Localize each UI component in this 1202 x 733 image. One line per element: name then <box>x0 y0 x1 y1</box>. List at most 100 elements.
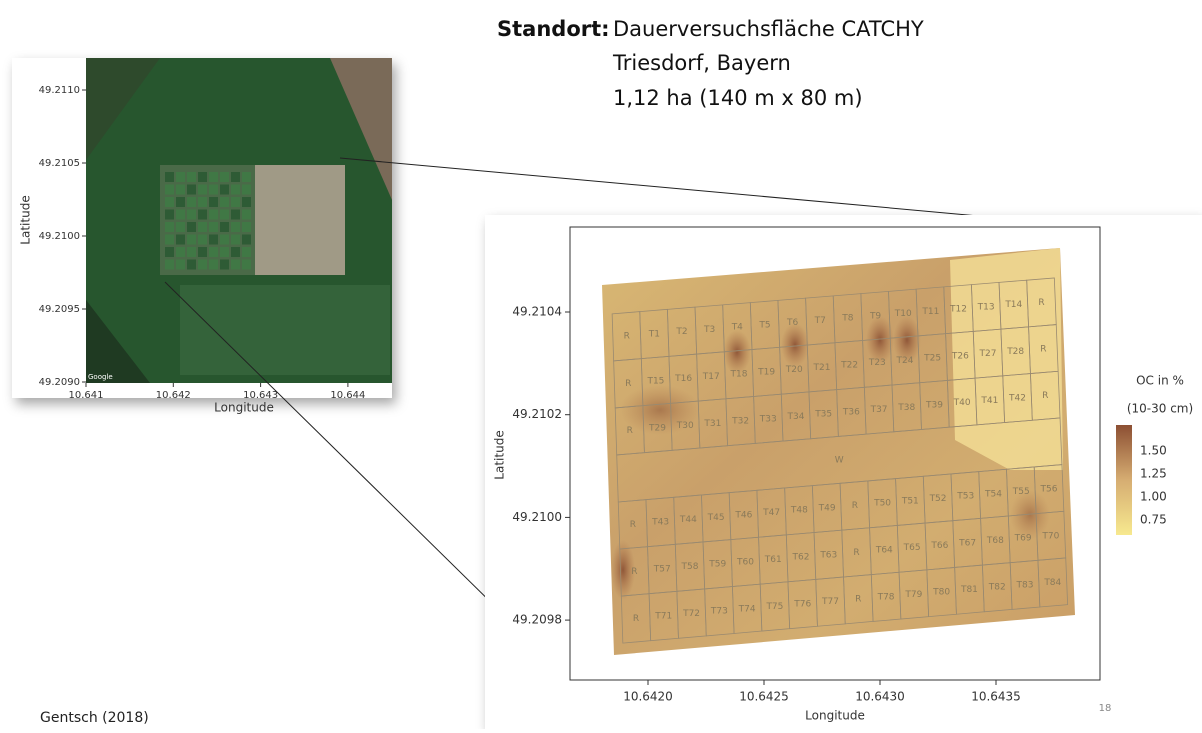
color-bar <box>1116 425 1132 535</box>
sat-plot <box>209 210 218 220</box>
source: Gentsch (2018) <box>40 710 149 726</box>
sat-plot <box>242 235 251 245</box>
sat-plot <box>187 210 196 220</box>
plot-label: T73 <box>710 607 728 617</box>
sat-plot <box>242 172 251 182</box>
plot-label: T52 <box>929 494 947 504</box>
sat-plot <box>165 197 174 207</box>
sat-plot <box>231 197 240 207</box>
plot-label: T64 <box>875 546 893 556</box>
plot-label: T7 <box>814 316 826 326</box>
plot-label: T49 <box>818 503 836 513</box>
sat-plot <box>165 260 174 270</box>
plot-label: T4 <box>731 323 743 333</box>
sat-plot <box>165 172 174 182</box>
plot-label: T14 <box>1004 300 1022 310</box>
sat-plot <box>165 185 174 195</box>
plot-label: T26 <box>951 351 969 361</box>
plot-label: T55 <box>1012 487 1030 497</box>
sat-plot <box>231 172 240 182</box>
map-credit: Google <box>88 373 113 381</box>
sat-plot <box>220 172 229 182</box>
plot-label: R <box>633 614 639 624</box>
plot-label: T46 <box>734 510 752 520</box>
plot-label: T59 <box>708 560 726 570</box>
sat-plot <box>187 247 196 257</box>
plot-label: R <box>630 520 636 530</box>
x-axis-label: Longitude <box>805 709 865 723</box>
sat-plot <box>242 197 251 207</box>
y-tick-label: 49.2100 <box>512 510 562 524</box>
sat-plot <box>209 247 218 257</box>
bare-plots <box>255 165 345 275</box>
sat-plot <box>187 197 196 207</box>
plot-label: T68 <box>986 536 1004 546</box>
legend-subtitle: (10-30 cm) <box>1127 402 1193 416</box>
sat-plot <box>187 185 196 195</box>
sat-plot <box>220 210 229 220</box>
plot-label: T33 <box>759 414 777 424</box>
plot-label: R <box>631 567 637 577</box>
sat-plot <box>176 235 185 245</box>
plot-label: R <box>1038 298 1044 308</box>
plot-label: T57 <box>653 564 671 574</box>
x-tick-label: 10.644 <box>330 390 365 401</box>
plot-label: T65 <box>903 543 921 553</box>
plot-label: T17 <box>702 372 720 382</box>
plot-label: T30 <box>676 421 694 431</box>
sat-plot <box>231 222 240 232</box>
plot-label: T28 <box>1006 347 1024 357</box>
plot-label: T37 <box>870 405 888 415</box>
plot-label: T82 <box>988 583 1006 593</box>
plot-label: T22 <box>840 361 858 371</box>
plot-label: T58 <box>680 562 698 572</box>
plot-label: T56 <box>1040 485 1058 495</box>
sat-plot <box>176 222 185 232</box>
sat-plot <box>220 222 229 232</box>
sat-plot <box>198 185 207 195</box>
plot-label: T38 <box>897 403 915 413</box>
plot-label: R <box>1042 391 1048 401</box>
plot-label: T75 <box>765 602 783 612</box>
plot-label: T9 <box>869 311 881 321</box>
plot-label: T61 <box>764 555 782 565</box>
plot-label: R <box>853 548 859 558</box>
plot-label: T31 <box>703 419 721 429</box>
sat-plot <box>165 235 174 245</box>
y-tick-label: 49.2110 <box>39 85 80 96</box>
sat-plot <box>198 210 207 220</box>
plot-label: T6 <box>786 318 798 328</box>
plot-label: T45 <box>707 513 725 523</box>
plot-label: T78 <box>877 592 895 602</box>
x-tick-label: 10.6435 <box>971 690 1021 704</box>
legend-title: OC in % <box>1136 374 1184 388</box>
plot-label: T50 <box>873 499 891 509</box>
plot-label: T79 <box>904 590 922 600</box>
plot-label: T42 <box>1008 394 1026 404</box>
sat-plot <box>220 235 229 245</box>
y-tick-label: 49.2098 <box>512 613 562 627</box>
sat-plot <box>176 172 185 182</box>
sat-plot <box>242 247 251 257</box>
y-axis-label: Latitude <box>493 430 507 479</box>
plot-label: T47 <box>762 508 780 518</box>
plot-label: T39 <box>925 400 943 410</box>
sat-plot <box>187 235 196 245</box>
sat-plot <box>231 210 240 220</box>
x-axis-label: Longitude <box>214 401 274 415</box>
sat-plot <box>220 260 229 270</box>
x-tick-label: 10.6430 <box>855 690 905 704</box>
plot-label: T34 <box>786 412 804 422</box>
y-axis-label: Latitude <box>19 195 33 244</box>
plot-label: T15 <box>646 376 664 386</box>
plot-label: R <box>625 379 631 389</box>
plot-label: T23 <box>868 358 886 368</box>
plot-label: T80 <box>932 588 950 598</box>
y-tick-label: 49.2104 <box>512 305 562 319</box>
plot-label: R <box>627 426 633 436</box>
sat-plot <box>187 222 196 232</box>
sat-plot <box>220 247 229 257</box>
plot-label: T43 <box>651 517 669 527</box>
plot-label: T67 <box>958 538 976 548</box>
plot-label: T21 <box>812 363 830 373</box>
